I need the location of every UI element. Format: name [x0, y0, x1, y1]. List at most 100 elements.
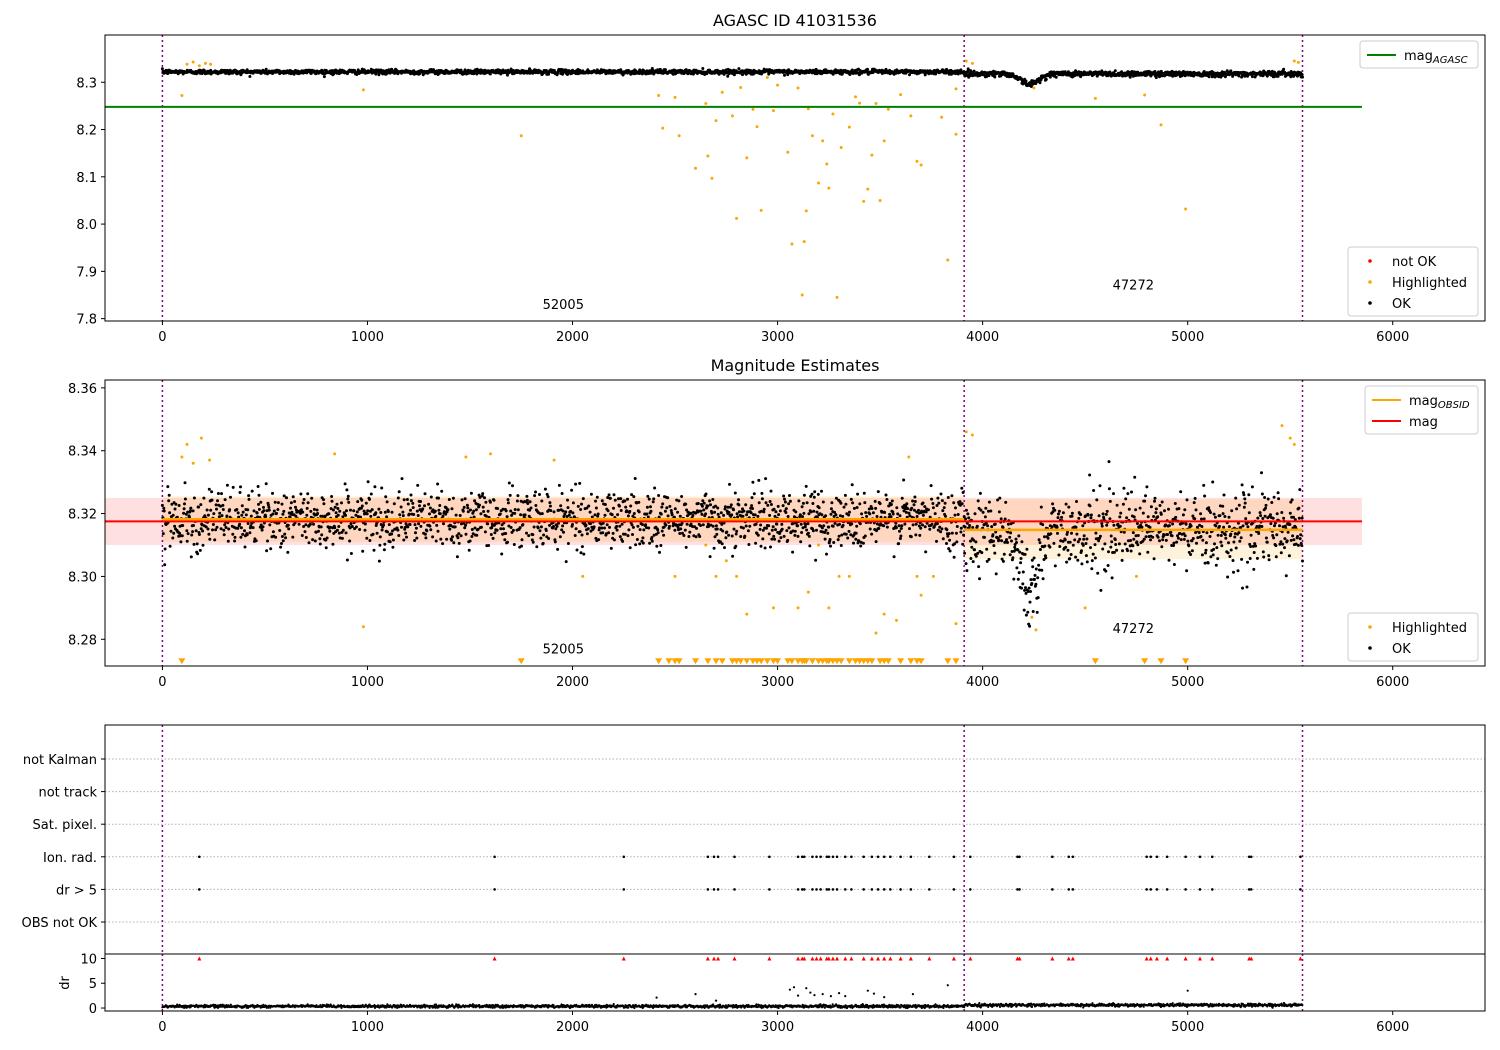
ok-point	[771, 525, 775, 529]
ok-point	[304, 536, 308, 539]
ok-point	[1093, 543, 1097, 547]
ok-point	[416, 514, 420, 517]
ok-point	[282, 509, 286, 513]
ok-point	[448, 527, 452, 531]
highlighted-point	[853, 95, 857, 99]
ok-point	[560, 528, 564, 532]
ok-point	[543, 487, 547, 491]
ok-point	[954, 506, 957, 510]
ok-point	[1026, 590, 1030, 593]
ok-point	[479, 512, 483, 516]
ok-point	[365, 536, 369, 540]
ok-point	[182, 507, 186, 511]
ok-point	[197, 505, 200, 509]
ok-point	[1153, 496, 1157, 500]
ok-point	[1177, 507, 1181, 511]
ok-point	[1201, 538, 1205, 542]
ok-point	[709, 503, 712, 507]
ok-point	[840, 533, 844, 537]
ok-point	[248, 531, 252, 535]
ok-point	[890, 499, 894, 503]
ok-point	[904, 510, 908, 514]
ok-point	[336, 513, 340, 517]
ok-point	[1122, 486, 1126, 490]
ok-point	[1185, 569, 1189, 573]
ok-point	[720, 542, 724, 546]
ok-point	[374, 72, 378, 76]
ok-point	[562, 530, 565, 534]
ok-point	[946, 534, 950, 538]
ok-point	[239, 526, 243, 530]
ok-point	[1112, 492, 1115, 496]
ok-point	[935, 539, 938, 543]
ok-point	[1176, 534, 1179, 538]
ok-point	[929, 484, 933, 488]
ok-point	[822, 524, 826, 528]
ok-point	[935, 522, 939, 526]
ok-point	[963, 551, 967, 555]
ok-point	[701, 499, 705, 503]
ok-point	[502, 527, 505, 531]
panel1-frame	[104, 34, 1486, 322]
ok-point	[901, 506, 905, 510]
ok-point	[773, 537, 777, 541]
ok-point	[962, 533, 966, 537]
ok-point	[811, 502, 815, 505]
ok-point	[1121, 549, 1124, 553]
ok-point	[871, 511, 875, 515]
ok-point	[499, 527, 503, 531]
ok-point	[1009, 522, 1013, 526]
ok-point	[783, 73, 786, 77]
ok-point	[707, 524, 711, 528]
ok-point	[1031, 565, 1035, 569]
ok-point	[271, 530, 275, 534]
ok-point	[958, 500, 962, 504]
ok-point	[412, 513, 416, 516]
ok-point	[374, 511, 378, 515]
legend-marker-swatch	[1368, 280, 1372, 284]
ok-point	[635, 538, 639, 541]
ok-point	[504, 532, 508, 535]
ok-point	[1175, 540, 1179, 544]
ok-point	[264, 515, 268, 518]
ok-point	[331, 508, 335, 512]
ok-point	[1051, 502, 1055, 506]
ok-point	[166, 485, 170, 489]
ok-point	[511, 484, 514, 488]
ok-point	[892, 555, 896, 559]
ok-point	[566, 506, 570, 510]
ok-point	[848, 510, 851, 514]
ok-point	[350, 525, 354, 528]
ok-point	[504, 509, 508, 513]
ok-point	[876, 490, 880, 494]
ok-point	[167, 499, 171, 503]
ok-point	[545, 492, 549, 496]
ok-point	[283, 532, 287, 536]
ok-point	[681, 531, 684, 535]
ok-point	[948, 549, 952, 553]
ok-point	[259, 523, 263, 527]
ok-point	[405, 498, 409, 501]
ok-point	[323, 514, 327, 518]
ok-point	[762, 510, 766, 514]
ok-point	[1126, 492, 1130, 496]
ok-point	[659, 544, 663, 547]
ok-point	[457, 532, 461, 536]
ok-point	[762, 507, 766, 511]
ok-point	[676, 525, 680, 529]
ok-point	[806, 522, 810, 526]
ok-point	[243, 545, 247, 549]
ok-point	[528, 500, 532, 504]
ok-point	[437, 508, 441, 512]
ok-point	[1207, 506, 1211, 510]
ok-point	[221, 503, 225, 507]
ok-point	[349, 508, 352, 512]
ok-point	[665, 506, 669, 510]
ok-point	[423, 492, 427, 496]
ok-point	[1138, 552, 1142, 556]
ok-point	[842, 505, 846, 509]
ok-point	[1189, 553, 1193, 556]
highlighted-point	[817, 181, 821, 185]
ok-point	[846, 536, 850, 540]
ok-point	[231, 532, 235, 536]
